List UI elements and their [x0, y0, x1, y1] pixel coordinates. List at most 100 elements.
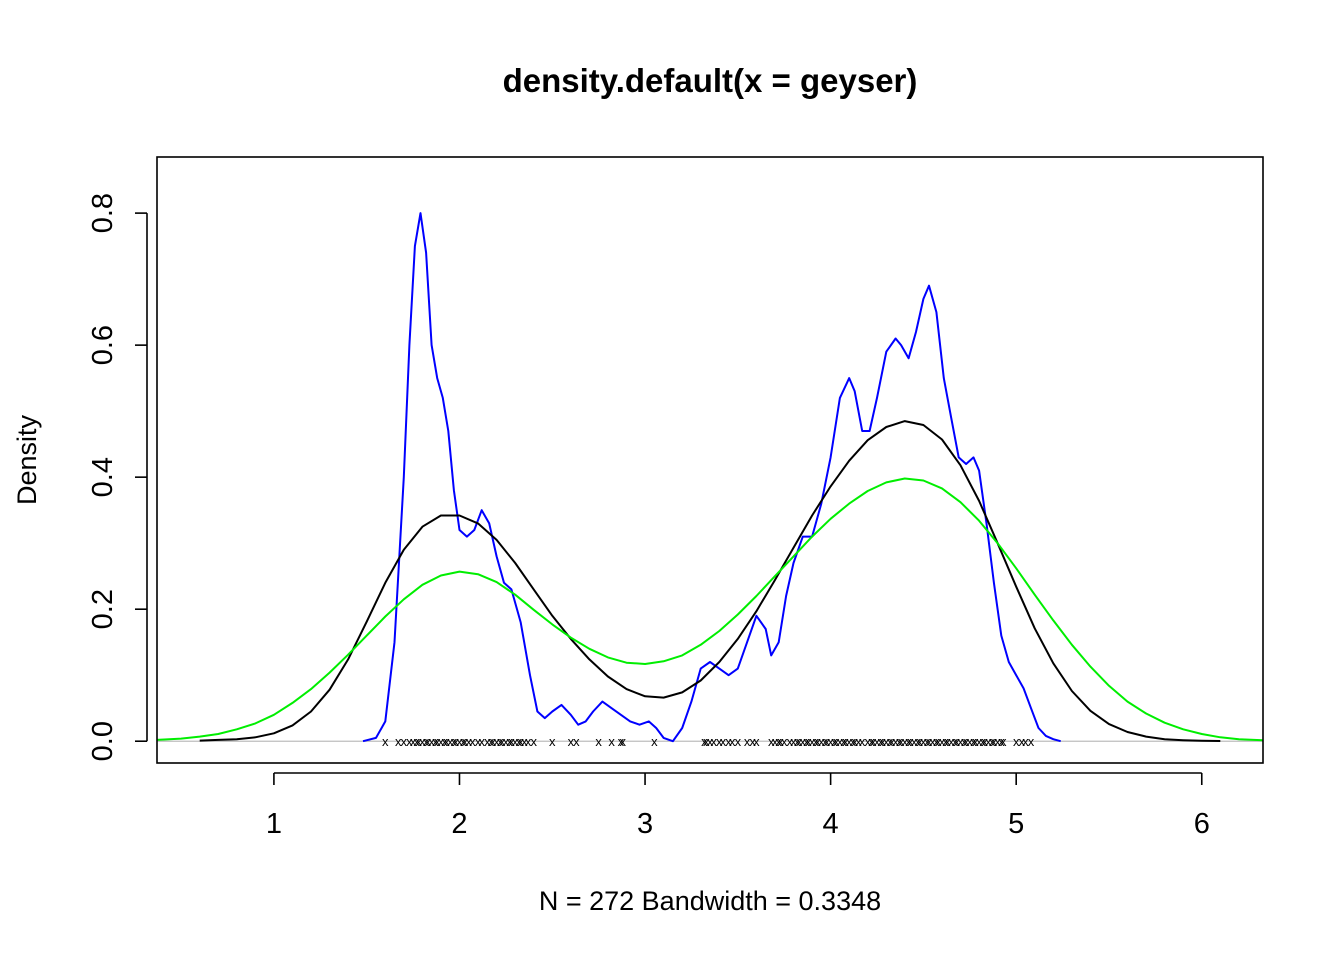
rug-mark: x: [842, 734, 849, 749]
rug-mark: x: [827, 734, 834, 749]
rug-mark: x: [568, 734, 575, 749]
x-axis-label: N = 272 Bandwidth = 0.3348: [539, 886, 881, 916]
rug-mark: x: [794, 734, 801, 749]
rug-mark: x: [725, 734, 732, 749]
rug-mark: x: [907, 734, 914, 749]
y-tick-label: 0.0: [87, 721, 119, 761]
y-tick-label: 0.4: [87, 457, 119, 497]
rug-mark: x: [401, 734, 408, 749]
rug-mark: x: [887, 734, 894, 749]
rug-mark: x: [512, 734, 519, 749]
rug-mark: x: [414, 734, 421, 749]
rug-mark: x: [475, 734, 482, 749]
rug-mark: x: [868, 734, 875, 749]
rug-mark: x: [942, 734, 949, 749]
rug-mark: x: [768, 734, 775, 749]
x-tick-label: 4: [823, 808, 839, 840]
rug-mark: x: [813, 734, 820, 749]
rug-mark: x: [753, 734, 760, 749]
rug-mark: x: [484, 734, 491, 749]
rug-mark: x: [1000, 734, 1007, 749]
rug-mark: x: [493, 734, 500, 749]
rug-mark: x: [478, 734, 485, 749]
rug-mark: x: [961, 734, 968, 749]
rug-mark: x: [911, 734, 918, 749]
rug-mark: x: [889, 734, 896, 749]
rug-mark: x: [608, 734, 615, 749]
rug-mark: x: [970, 734, 977, 749]
rug-mark: x: [787, 734, 794, 749]
density-curve-black: [199, 420, 1221, 742]
rug-mark: x: [490, 734, 497, 749]
rug-mark: x: [981, 734, 988, 749]
rug-mark: x: [985, 734, 992, 749]
rug-mark: x: [824, 734, 831, 749]
rug-mark: x: [499, 734, 506, 749]
rug-mark: x: [395, 734, 402, 749]
rug-mark: x: [892, 734, 899, 749]
rug-mark: x: [989, 734, 996, 749]
x-tick-label: 1: [266, 808, 282, 840]
rug-mark: x: [530, 734, 537, 749]
rug-mark: x: [803, 734, 810, 749]
rug-mark: x: [833, 734, 840, 749]
rug-mark: x: [720, 734, 727, 749]
rug-mark: x: [870, 734, 877, 749]
rug-mark: x: [506, 734, 513, 749]
rug-mark: x: [503, 734, 510, 749]
rug-mark: x: [952, 734, 959, 749]
rug-mark: x: [846, 734, 853, 749]
rug-mark: x: [749, 734, 756, 749]
rug-mark: x: [781, 734, 788, 749]
rug-mark: x: [902, 734, 909, 749]
rug-mark: x: [521, 734, 528, 749]
chart-title: density.default(x = geyser): [503, 62, 918, 99]
rug-mark: x: [707, 734, 714, 749]
rug-mark: x: [916, 734, 923, 749]
y-tick-label: 0.6: [87, 325, 119, 365]
rug-mark: x: [729, 734, 736, 749]
rug-mark: x: [920, 734, 927, 749]
rug-mark: x: [915, 734, 922, 749]
rug-mark: x: [980, 734, 987, 749]
rug-mark: x: [415, 734, 422, 749]
rug-mark: x: [831, 734, 838, 749]
rug-mark: x: [905, 734, 912, 749]
rug-mark: x: [1013, 734, 1020, 749]
rug-mark: x: [883, 734, 890, 749]
rug-mark: x: [775, 734, 782, 749]
rug-mark: x: [772, 734, 779, 749]
rug-mark: x: [497, 734, 504, 749]
rug-mark: x: [382, 734, 389, 749]
rug-mark: x: [419, 734, 426, 749]
rug-mark: x: [453, 734, 460, 749]
rug-mark: x: [456, 734, 463, 749]
rug-mark: x: [525, 734, 532, 749]
rug-mark: x: [462, 734, 469, 749]
rug-mark: x: [410, 734, 417, 749]
x-tick-label: 3: [637, 808, 653, 840]
rug-mark: x: [425, 734, 432, 749]
rug-mark: x: [976, 734, 983, 749]
rug-mark: x: [850, 734, 857, 749]
y-tick-label: 0.2: [87, 589, 119, 629]
rug-mark: x: [1028, 734, 1035, 749]
rug-mark: x: [508, 734, 515, 749]
x-tick-label: 2: [451, 808, 467, 840]
rug-mark: x: [595, 734, 602, 749]
rug-mark: x: [954, 734, 961, 749]
rug-mark: x: [822, 734, 829, 749]
rug-mark: x: [451, 734, 458, 749]
rug-mark: x: [898, 734, 905, 749]
rug-mark: x: [517, 734, 524, 749]
rug-mark: x: [896, 734, 903, 749]
axes: 1 2 3 4 5 6 0.0 0.2 0.4 0.6 0.8: [87, 193, 1210, 840]
rug-mark: x: [710, 734, 717, 749]
rug-mark: x: [423, 734, 430, 749]
rug-mark: x: [926, 734, 933, 749]
rug-mark: x: [855, 734, 862, 749]
rug-mark: x: [460, 734, 467, 749]
rug-mark: x: [963, 734, 970, 749]
rug-mark: x: [967, 734, 974, 749]
